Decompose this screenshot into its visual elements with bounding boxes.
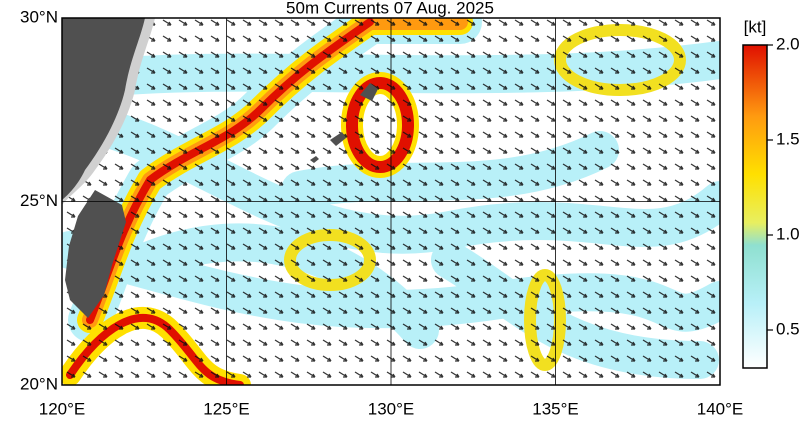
y-tick-label: 20°N [20, 374, 58, 393]
colorbar-tick-label: 2.0 [776, 34, 800, 53]
x-tick-label: 140°E [697, 399, 744, 418]
land-china [62, 18, 145, 200]
colorbar-label: [kt] [744, 17, 767, 36]
y-tick-label: 30°N [20, 7, 58, 26]
colorbar-tick-label: 1.0 [776, 224, 800, 243]
land-islands [310, 83, 378, 163]
map-title: 50m Currents 07 Aug. 2025 [286, 0, 494, 17]
colorbar-tick-label: 1.5 [776, 129, 800, 148]
colorbar-tick-label: 0.5 [776, 319, 800, 338]
map-frame [61, 17, 721, 386]
x-tick-label: 135°E [532, 399, 579, 418]
x-tick-label: 130°E [368, 399, 415, 418]
colorbar [742, 44, 768, 369]
x-tick-label: 125°E [203, 399, 250, 418]
land-taiwan [65, 190, 126, 318]
y-tick-label: 25°N [20, 191, 58, 210]
x-tick-label: 120°E [39, 399, 86, 418]
